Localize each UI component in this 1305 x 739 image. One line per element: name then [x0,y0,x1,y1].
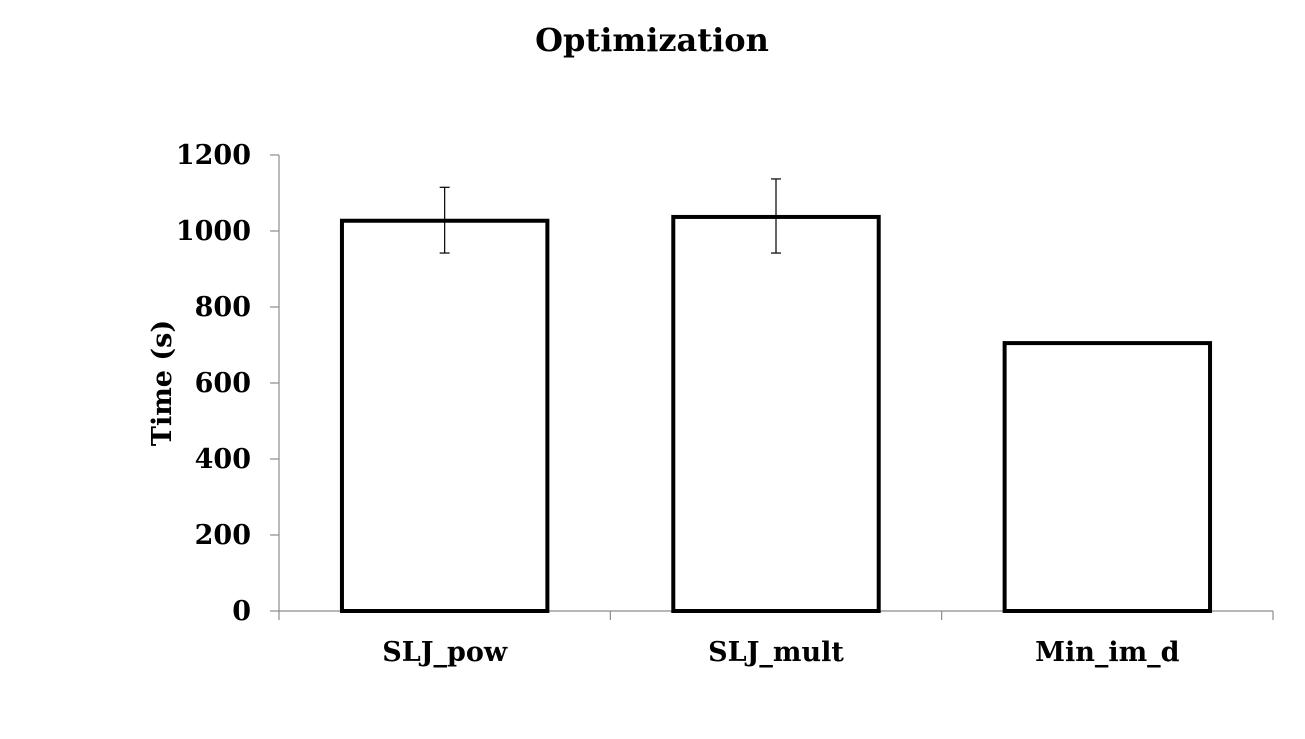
y-tick-label: 200 [195,520,251,551]
y-tick-label: 800 [195,292,251,323]
bar-min-im-d [1002,341,1213,613]
y-tick-label: 400 [195,444,251,475]
plot-area: 0 200 400 600 800 1000 1200 SLJ_pow SLJ_mult Min_… [176,140,1274,668]
bar-slj-pow [339,218,550,614]
y-tick-label: 600 [195,368,251,399]
x-tick-label: SLJ_pow [382,637,508,668]
bar-slj-mult [671,214,881,613]
x-tick-label: SLJ_mult [708,637,844,668]
y-axis-label: Time (s) [147,320,178,446]
y-tick-label: 1200 [176,140,251,171]
y-tick-label: 1000 [176,216,251,247]
chart-title: Optimization [535,21,769,59]
y-tick-label: 0 [232,596,251,627]
x-tick-label: Min_im_d [1035,637,1180,668]
